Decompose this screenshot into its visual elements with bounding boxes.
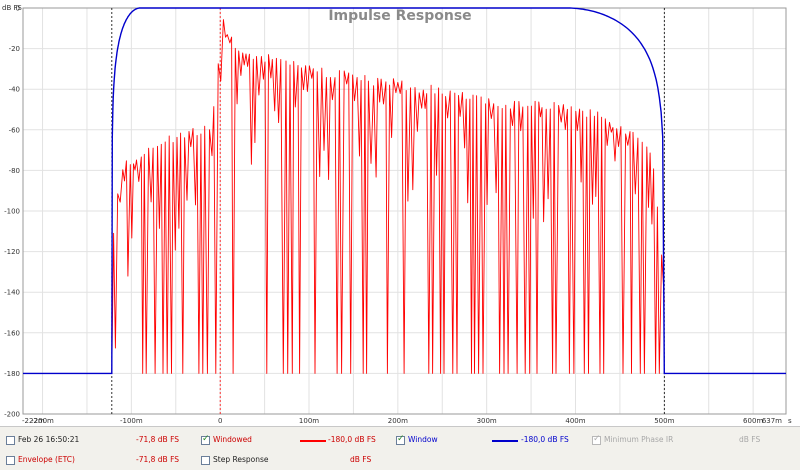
x-edge-left-label: -222m (22, 417, 45, 425)
x-tick-label: 0 (218, 417, 222, 425)
series-layer (23, 7, 786, 414)
window-checkbox[interactable] (396, 434, 405, 445)
windowed-value: -180,0 dB FS (328, 435, 376, 444)
y-tick-label: 0 (16, 5, 20, 13)
x-tick-label: 300m (477, 417, 497, 425)
x-tick-label: 600m (743, 417, 763, 425)
minimum-phase-value: dB FS (739, 435, 761, 444)
legend-row-1: Feb 26 16:50:21 -71,8 dB FS Windowed -18… (0, 431, 800, 449)
y-tick-label: -20 (9, 45, 20, 53)
window-series-line (23, 7, 786, 375)
y-tick-label: -160 (4, 329, 20, 337)
x-tick-label: 100m (299, 417, 319, 425)
feb26-label: Feb 26 16:50:21 (18, 435, 80, 444)
step-response-checkbox[interactable] (201, 456, 210, 465)
y-tick-label: -180 (4, 370, 20, 378)
step-response-label: Step Response (213, 455, 269, 464)
windowed-checkbox[interactable] (201, 434, 210, 445)
chart-title: Impulse Response (328, 8, 471, 24)
window-label: Window (408, 435, 438, 444)
y-tick-label: -200 (4, 411, 20, 419)
feb26-value: -71,8 dB FS (136, 435, 180, 444)
step-response-value: dB FS (350, 455, 372, 464)
windowed-swatch (300, 440, 326, 442)
window-value: -180,0 dB FS (521, 435, 569, 444)
plot-background (0, 0, 800, 426)
y-tick-label: -100 (4, 208, 20, 216)
y-tick-label: -40 (9, 86, 20, 94)
legend-row-2: Envelope (ETC) -71,8 dB FS Step Response… (0, 451, 800, 469)
x-tick-label: 500m (654, 417, 674, 425)
window-swatch (492, 440, 518, 442)
envelope-checkbox[interactable] (6, 456, 15, 465)
y-tick-label: -120 (4, 248, 20, 256)
y-tick-label: -80 (9, 167, 20, 175)
legend-panel: Feb 26 16:50:21 -71,8 dB FS Windowed -18… (0, 426, 800, 470)
feb26-checkbox[interactable] (6, 436, 15, 445)
x-tick-label: 200m (388, 417, 408, 425)
envelope-label: Envelope (ETC) (18, 455, 75, 464)
windowed-series-line (111, 19, 665, 374)
x-unit-label: s (788, 417, 792, 425)
windowed-label: Windowed (213, 435, 252, 444)
impulse-response-chart[interactable]: 0 -20 -40 -60 -80 -100 -120 -140 -160 -180 -200 -20… (0, 0, 800, 426)
x-tick-label: -100m (120, 417, 143, 425)
minimum-phase-checkbox[interactable] (592, 434, 601, 445)
y-unit-label: dB FS (2, 4, 22, 12)
minimum-phase-label: Minimum Phase IR (604, 435, 674, 444)
x-tick-label: 400m (565, 417, 585, 425)
y-tick-label: -60 (9, 126, 20, 134)
y-tick-label: -140 (4, 289, 20, 297)
x-edge-right-label: 637m (762, 417, 782, 425)
envelope-value: -71,8 dB FS (136, 455, 180, 464)
x-tick-label: -200m (31, 417, 54, 425)
